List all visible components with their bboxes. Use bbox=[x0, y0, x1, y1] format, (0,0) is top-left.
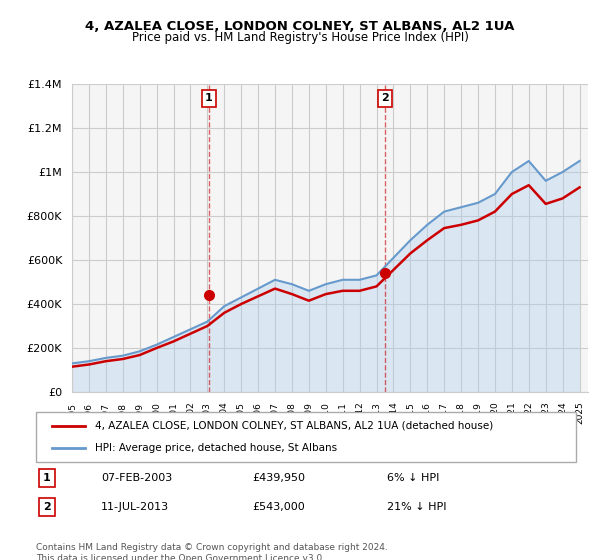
Text: HPI: Average price, detached house, St Albans: HPI: Average price, detached house, St A… bbox=[95, 443, 338, 453]
Text: £439,950: £439,950 bbox=[252, 473, 305, 483]
Text: 2: 2 bbox=[43, 502, 50, 512]
FancyBboxPatch shape bbox=[36, 412, 576, 462]
Text: £543,000: £543,000 bbox=[252, 502, 305, 512]
Text: Price paid vs. HM Land Registry's House Price Index (HPI): Price paid vs. HM Land Registry's House … bbox=[131, 31, 469, 44]
Text: 07-FEB-2003: 07-FEB-2003 bbox=[101, 473, 172, 483]
Text: 4, AZALEA CLOSE, LONDON COLNEY, ST ALBANS, AL2 1UA (detached house): 4, AZALEA CLOSE, LONDON COLNEY, ST ALBAN… bbox=[95, 421, 494, 431]
Text: Contains HM Land Registry data © Crown copyright and database right 2024.
This d: Contains HM Land Registry data © Crown c… bbox=[36, 543, 388, 560]
Text: 11-JUL-2013: 11-JUL-2013 bbox=[101, 502, 169, 512]
Text: 6% ↓ HPI: 6% ↓ HPI bbox=[387, 473, 439, 483]
Text: 4, AZALEA CLOSE, LONDON COLNEY, ST ALBANS, AL2 1UA: 4, AZALEA CLOSE, LONDON COLNEY, ST ALBAN… bbox=[85, 20, 515, 32]
Text: 1: 1 bbox=[43, 473, 50, 483]
Text: 2: 2 bbox=[381, 93, 389, 103]
Text: 1: 1 bbox=[205, 93, 213, 103]
Text: 21% ↓ HPI: 21% ↓ HPI bbox=[387, 502, 446, 512]
